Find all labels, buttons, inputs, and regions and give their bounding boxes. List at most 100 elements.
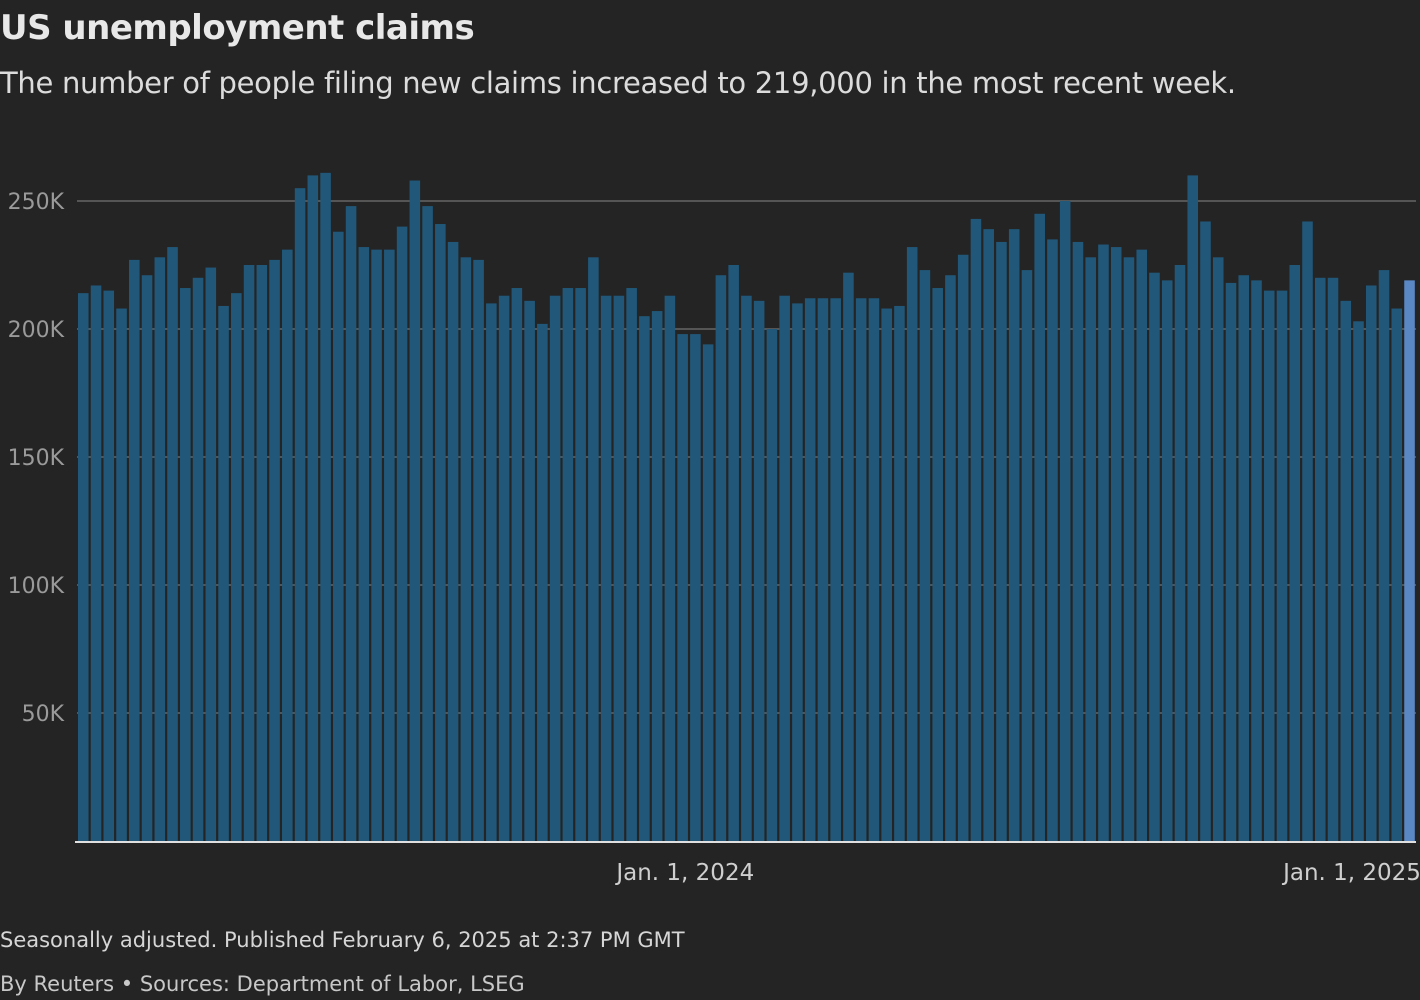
bar xyxy=(1340,300,1352,842)
bar xyxy=(779,295,790,842)
bar xyxy=(256,265,268,841)
bar xyxy=(1327,277,1339,841)
bar xyxy=(894,305,905,842)
bar xyxy=(983,229,994,841)
bar xyxy=(269,259,280,841)
bar xyxy=(664,295,676,842)
bar xyxy=(1225,282,1237,841)
bar xyxy=(473,259,484,841)
bar xyxy=(945,275,956,841)
chart-subtitle: The number of people filing new claims i… xyxy=(0,66,1236,100)
bar xyxy=(766,329,778,841)
y-tick-label: 200K xyxy=(8,318,65,343)
bar xyxy=(639,316,650,841)
bar xyxy=(932,288,943,841)
bar-latest-week xyxy=(1404,280,1415,841)
bar xyxy=(511,288,523,841)
bar xyxy=(129,259,140,841)
bar xyxy=(1289,265,1301,841)
bar xyxy=(1136,249,1147,841)
bar xyxy=(78,293,89,841)
bar xyxy=(1021,270,1033,841)
bar xyxy=(154,257,166,841)
bar xyxy=(537,323,548,841)
bar xyxy=(1187,175,1199,841)
bar xyxy=(792,303,803,841)
bar xyxy=(384,249,395,841)
bar xyxy=(486,303,497,841)
bar xyxy=(957,254,969,841)
bar xyxy=(524,300,535,842)
bar xyxy=(333,231,344,842)
bar xyxy=(243,265,255,841)
bar xyxy=(1072,241,1084,841)
bar xyxy=(715,275,727,841)
bar xyxy=(1123,257,1135,841)
bar xyxy=(294,188,306,841)
bar xyxy=(231,293,242,841)
bar xyxy=(1365,285,1377,842)
bar xyxy=(996,241,1007,841)
bar xyxy=(1149,272,1160,841)
bar xyxy=(1085,257,1096,841)
bar xyxy=(1276,290,1288,842)
bar xyxy=(702,344,714,841)
chart-note: Seasonally adjusted. Published February … xyxy=(0,928,685,952)
bar xyxy=(460,257,472,841)
bar xyxy=(1161,280,1173,841)
bar xyxy=(1263,290,1275,842)
bar xyxy=(1098,244,1109,841)
bar xyxy=(588,257,599,841)
bar xyxy=(1174,265,1186,841)
bar xyxy=(192,277,204,841)
bar xyxy=(881,308,892,841)
bar xyxy=(1353,321,1364,841)
bar xyxy=(498,295,510,842)
bar xyxy=(409,180,421,841)
bar xyxy=(613,295,625,842)
bar xyxy=(575,288,586,841)
chart-source: By Reuters • Sources: Department of Labo… xyxy=(0,972,525,996)
bar xyxy=(626,288,637,841)
y-tick-label: 100K xyxy=(8,574,65,599)
bar xyxy=(447,241,459,841)
bar xyxy=(1212,257,1224,841)
y-tick-label: 250K xyxy=(8,190,65,215)
bar xyxy=(90,285,102,842)
bar xyxy=(549,295,561,842)
bar xyxy=(180,288,191,841)
bar xyxy=(218,305,229,842)
bar xyxy=(1200,221,1211,842)
bar xyxy=(320,172,331,842)
x-tick-label: Jan. 1, 2025 xyxy=(1281,860,1420,886)
bar xyxy=(167,247,178,841)
bar xyxy=(345,206,357,841)
bar xyxy=(103,290,115,842)
bar xyxy=(422,206,433,841)
bar xyxy=(753,300,765,842)
y-tick-label: 150K xyxy=(8,446,65,471)
bar xyxy=(1008,229,1020,841)
y-tick-label: 50K xyxy=(22,702,65,727)
bar xyxy=(868,298,880,841)
bar xyxy=(804,298,816,841)
bar xyxy=(205,267,217,841)
bar xyxy=(677,334,688,841)
bar xyxy=(651,311,663,842)
bar xyxy=(435,224,446,842)
bar xyxy=(1391,308,1403,841)
bar xyxy=(1302,221,1313,842)
bar xyxy=(855,298,867,841)
bar xyxy=(728,265,739,841)
bar xyxy=(843,272,854,841)
bar xyxy=(1047,239,1058,841)
bar xyxy=(906,247,918,841)
bar xyxy=(830,298,841,841)
x-tick-label: Jan. 1, 2024 xyxy=(614,860,754,886)
bar xyxy=(358,247,370,841)
bar xyxy=(116,308,127,841)
bar xyxy=(600,295,612,842)
bar xyxy=(282,249,293,841)
bar xyxy=(396,226,408,842)
